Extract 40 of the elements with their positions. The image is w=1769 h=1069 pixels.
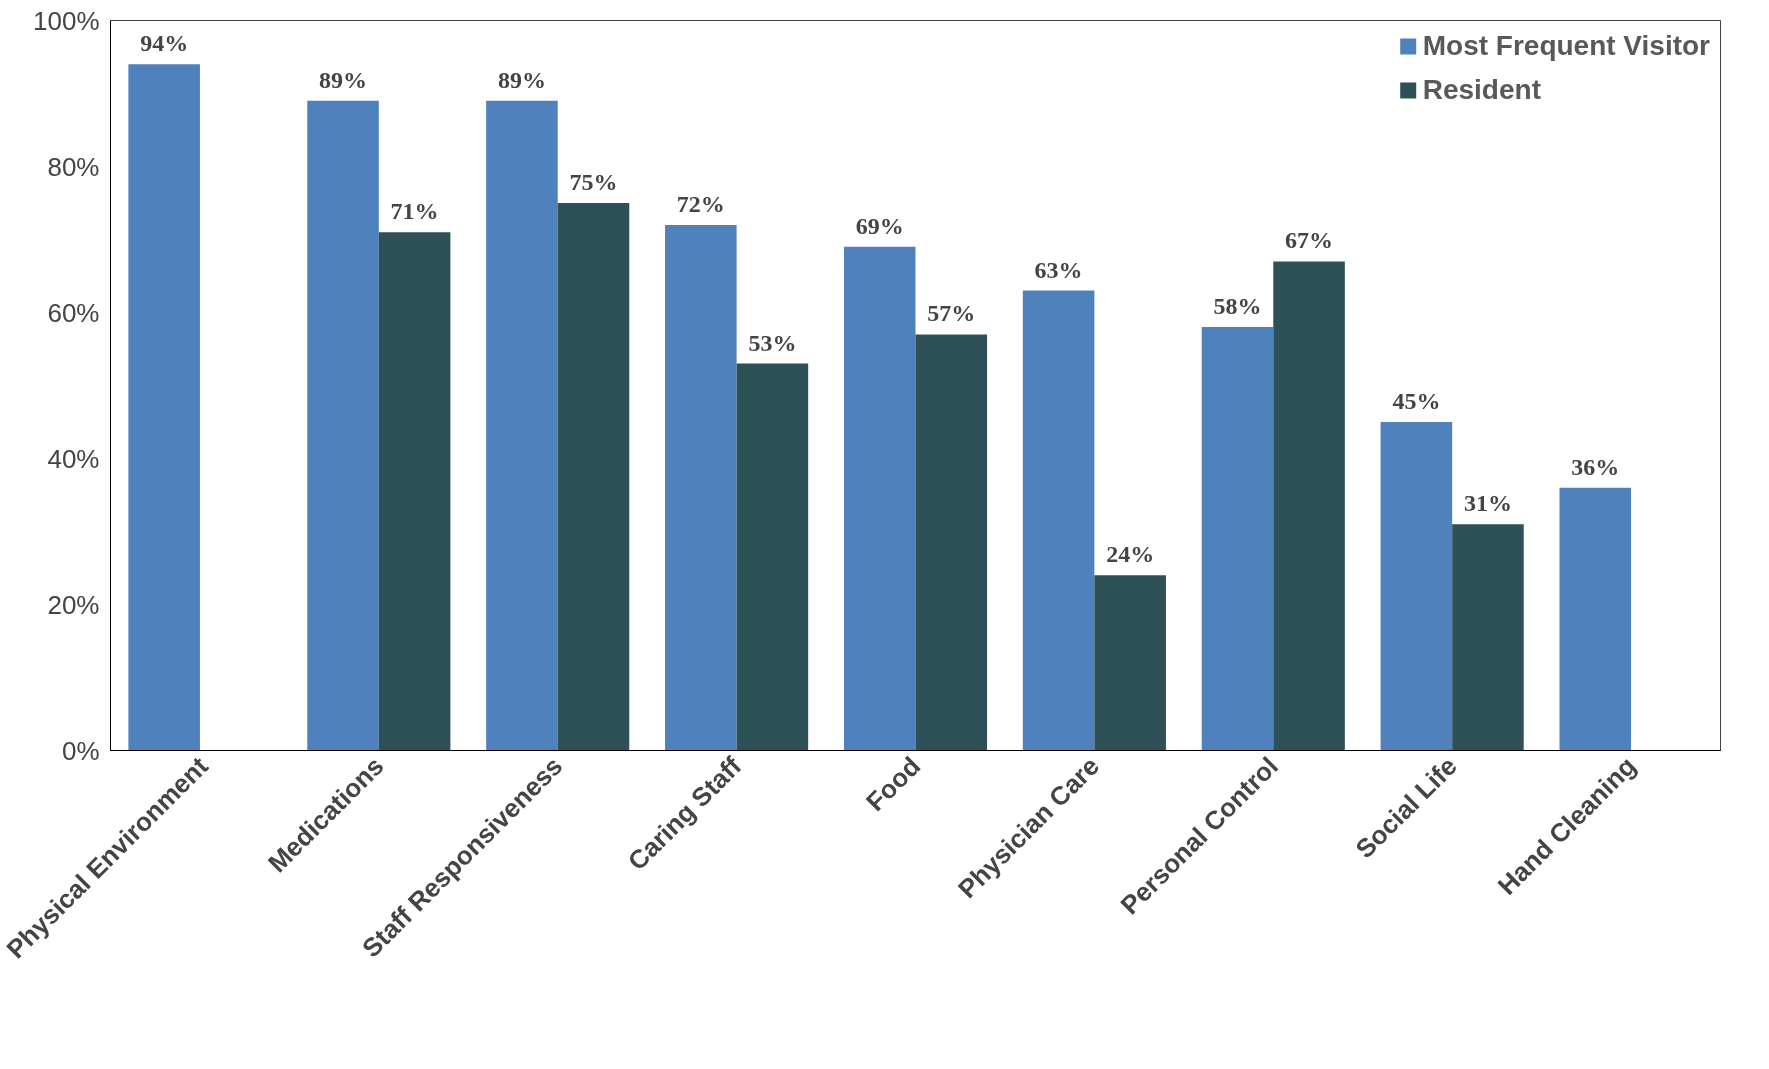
y-tick-label: 60% bbox=[47, 297, 100, 328]
data-label: 69% bbox=[855, 212, 904, 239]
bar bbox=[1022, 290, 1095, 751]
data-label: 24% bbox=[1106, 541, 1155, 568]
data-label: 31% bbox=[1463, 490, 1512, 517]
data-label: 58% bbox=[1213, 293, 1262, 320]
bar bbox=[128, 64, 200, 751]
y-tick-label: 20% bbox=[47, 589, 100, 620]
data-label: 57% bbox=[927, 300, 976, 327]
bar bbox=[1452, 524, 1524, 751]
data-label: 63% bbox=[1034, 256, 1083, 283]
y-tick-label: 100% bbox=[33, 5, 100, 36]
bar bbox=[1273, 261, 1345, 751]
bar bbox=[557, 203, 630, 751]
bar bbox=[486, 100, 558, 751]
data-label: 89% bbox=[497, 66, 546, 93]
data-label: 89% bbox=[319, 66, 368, 93]
data-label: 67% bbox=[1285, 227, 1334, 254]
y-tick-label: 40% bbox=[47, 443, 100, 474]
data-label: 45% bbox=[1392, 388, 1441, 414]
data-label: 75% bbox=[569, 169, 618, 195]
bar bbox=[1380, 422, 1453, 751]
bar bbox=[736, 363, 809, 751]
y-tick-label: 0% bbox=[61, 735, 100, 766]
bar bbox=[665, 224, 737, 751]
bar bbox=[1559, 487, 1632, 751]
data-label: 36% bbox=[1571, 453, 1620, 480]
data-label: 71% bbox=[390, 198, 439, 225]
bar bbox=[843, 246, 916, 751]
bar bbox=[1094, 575, 1166, 751]
y-tick-label: 80% bbox=[47, 151, 100, 182]
bar bbox=[1201, 327, 1274, 751]
bar bbox=[378, 232, 451, 751]
legend-label: Resident bbox=[1422, 74, 1541, 106]
legend-label: Most Frequent Visitor bbox=[1422, 30, 1710, 62]
bar bbox=[307, 100, 379, 751]
bar bbox=[915, 334, 988, 751]
data-label: 53% bbox=[748, 329, 797, 356]
data-label: 72% bbox=[676, 190, 725, 217]
data-label: 94% bbox=[140, 30, 189, 57]
